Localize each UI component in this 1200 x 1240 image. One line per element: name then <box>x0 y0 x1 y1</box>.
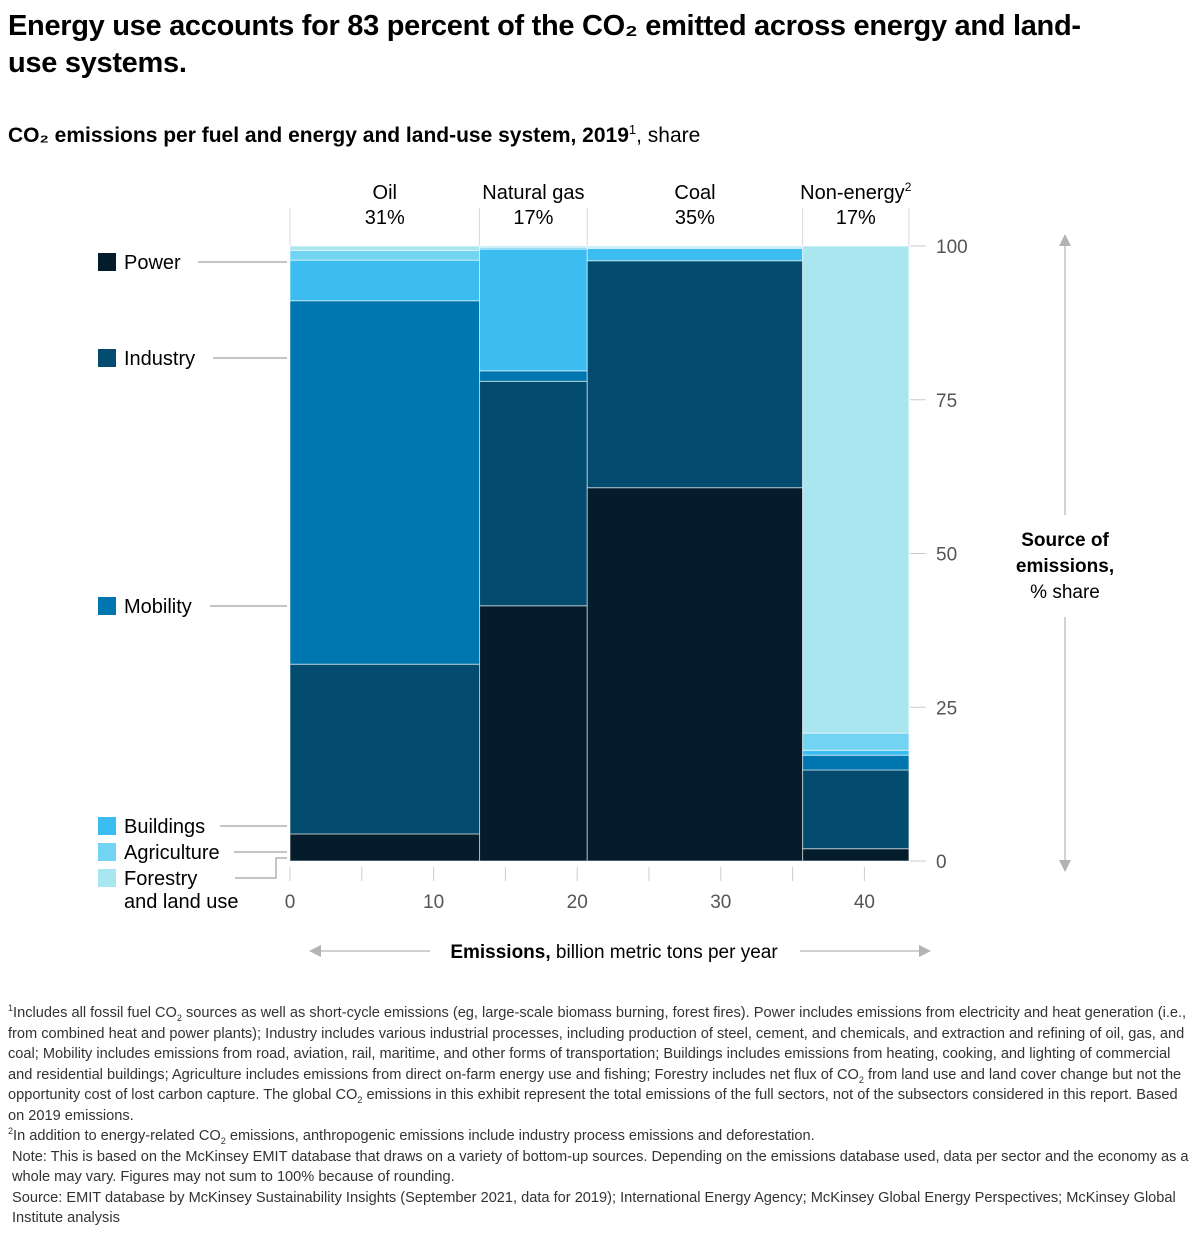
segment-non-energy-industry <box>802 769 910 850</box>
legend-leader-line <box>235 857 287 879</box>
x-tick-label: 30 <box>710 892 731 913</box>
x-tick-label: 40 <box>854 892 875 913</box>
subtitle-unit: , share <box>636 124 701 147</box>
x-tick-label: 0 <box>285 892 296 913</box>
chart-title: Energy use accounts for 83 percent of th… <box>8 10 1081 79</box>
legend-label: Forestry <box>124 868 197 890</box>
footnote-2-marker: 2 <box>8 1126 14 1137</box>
legend-label: Buildings <box>124 816 205 838</box>
legend-swatch <box>98 253 116 271</box>
segment-non-energy-mobility <box>802 754 910 771</box>
legend-label: Agriculture <box>124 842 220 864</box>
note-text: Note: This is based on the McKinsey EMIT… <box>12 1148 1189 1186</box>
co2-subscript: 2 <box>220 1135 226 1146</box>
footnote-1: 1Includes all fossil fuel CO2 sources as… <box>8 1003 1193 1126</box>
column-header-name: Natural gas <box>482 182 584 204</box>
legend-label: Power <box>124 252 181 274</box>
column-header-name: Coal <box>674 182 715 204</box>
x-tick-label: 20 <box>567 892 588 913</box>
legend-swatch <box>98 817 116 835</box>
x-axis-title: Emissions, billion metric tons per year <box>450 942 778 963</box>
footnotes: 1Includes all fossil fuel CO2 sources as… <box>8 1003 1193 1229</box>
chart-subtitle: CO₂ emissions per fuel and energy and la… <box>8 122 700 150</box>
y-axis-title: Source of <box>1021 530 1109 551</box>
y-tick-label: 50 <box>936 545 957 566</box>
segment-natural-gas-mobility <box>479 370 588 382</box>
marimekko-chart: 0 10 20 30 40 0 25 50 75 100 Oil 31% Natural gas 17… <box>98 180 1114 963</box>
co2-subscript: 2 <box>357 1094 363 1105</box>
footnote-1-text-b: sources as well as short-cycle emissions… <box>8 1005 1187 1083</box>
column-header-name: Oil <box>373 182 397 204</box>
subtitle-footnote-ref: 1 <box>628 122 637 137</box>
segment-oil-agriculture <box>289 249 481 261</box>
source-text: Source: EMIT database by McKinsey Sustai… <box>12 1189 1176 1227</box>
segment-non-energy-buildings <box>802 749 910 756</box>
segment-oil-industry <box>289 663 481 835</box>
segment-natural-gas-power <box>479 605 588 862</box>
column-header-name: Non-energy2 <box>800 180 912 204</box>
segment-non-energy-power <box>802 848 910 862</box>
footnote-1-text-a: Includes all fossil fuel CO <box>13 1005 177 1021</box>
y-tick-label: 0 <box>936 852 947 873</box>
column-header-share: 35% <box>675 207 715 229</box>
segment-coal-forestry-and-land-use <box>586 245 804 248</box>
subtitle-main: CO₂ emissions per fuel and energy and la… <box>8 124 629 147</box>
column-header-share: 17% <box>513 207 553 229</box>
co2-subscript: 2 <box>858 1074 864 1085</box>
x-tick-label: 10 <box>423 892 444 913</box>
legend-label: Mobility <box>124 596 192 618</box>
segment-oil-power <box>289 833 481 862</box>
segment-non-energy-forestry-and-land-use <box>802 245 910 734</box>
y-tick-label: 75 <box>936 391 957 412</box>
segment-natural-gas-buildings <box>479 248 588 372</box>
segment-coal-industry <box>586 260 804 489</box>
legend-label: and land use <box>124 891 239 913</box>
segment-natural-gas-forestry-and-land-use <box>479 245 588 248</box>
legend-swatch <box>98 843 116 861</box>
legend-label: Industry <box>124 348 195 370</box>
footnote-2-text-b: emissions, anthropogenic emissions inclu… <box>225 1128 815 1144</box>
y-tick-label: 100 <box>936 237 968 258</box>
footnote-2-text-a: In addition to energy-related CO <box>13 1128 221 1144</box>
legend-swatch <box>98 869 116 887</box>
co2-subscript: 2 <box>176 1012 182 1023</box>
segment-natural-gas-industry <box>479 380 588 607</box>
segment-non-energy-agriculture <box>802 732 910 751</box>
legend-swatch <box>98 597 116 615</box>
footnote-1-text-d: emissions in this exhibit represent the … <box>8 1087 1178 1124</box>
column-header-share: 31% <box>365 207 405 229</box>
y-axis-title-unit: % share <box>1030 582 1100 603</box>
footnote-2: 2In addition to energy-related CO2 emiss… <box>8 1126 1193 1147</box>
column-header-share: 17% <box>836 207 876 229</box>
footnote-1-marker: 1 <box>8 1003 14 1014</box>
footnote-1-text-c: from land use and land cover change but … <box>8 1066 1182 1104</box>
legend-swatch <box>98 349 116 367</box>
segment-oil-forestry-and-land-use <box>289 245 481 251</box>
segment-coal-buildings <box>586 247 804 262</box>
y-axis-title: emissions, <box>1016 556 1114 577</box>
segment-coal-power <box>586 487 804 862</box>
y-tick-label: 25 <box>936 698 957 719</box>
segment-oil-mobility <box>289 300 481 665</box>
segment-oil-buildings <box>289 259 481 302</box>
